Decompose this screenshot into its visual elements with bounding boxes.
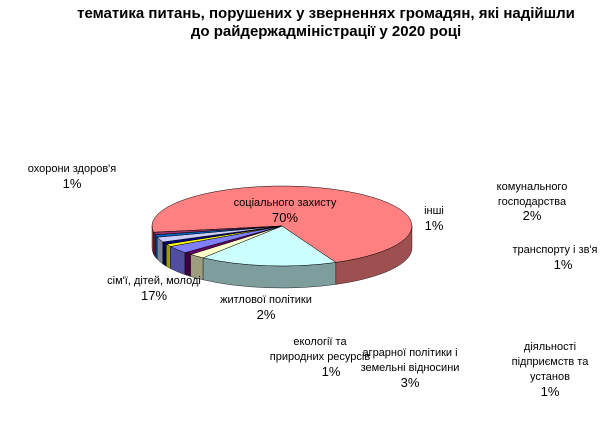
pie-slice-1 [202,225,337,267]
slice-percent-other: 1% [425,218,444,233]
pie-side-5 [166,243,171,269]
slice-percent-health: 1% [63,176,82,191]
slice-label-enterprises-1: діяльності [524,341,576,353]
slice-label-social: соціального захисту [234,197,337,209]
pie-slice-9 [153,225,283,236]
slice-label-communal-2: господарства [498,196,567,208]
slice-percent-agrarian: 3% [401,375,420,390]
slice-percent-ecology: 1% [322,364,341,379]
pie-side-6 [162,241,167,267]
pie-side-3 [184,252,191,277]
slice-label-other: інші [424,205,444,217]
pie-side-9 [153,232,156,258]
pie-slice-0 [151,185,413,263]
slice-label-ecology-2: природних ресурсів [270,351,371,363]
chart-title-line-2: до райдержадміністрації у 2020 році [191,23,461,40]
slice-percent-enterprises: 1% [541,384,560,399]
slice-percent-housing: 2% [257,307,276,322]
slice-label-transport: транспорту і зв'я [513,244,598,256]
slice-percent-transport: 1% [554,257,573,272]
pie-slices [151,185,413,289]
slice-percent-social: 70% [272,210,298,225]
slice-label-agrarian-2: земельні відносини [361,362,460,374]
slice-label-family: сім'ї, дітей, молоді [107,275,201,287]
pie-side-8 [154,234,158,260]
slice-label-housing: житлової політики [220,294,312,306]
slice-labels: соціального захисту 70% сім'ї, дітей, мо… [28,163,598,399]
slice-label-enterprises-3: установ [530,371,570,383]
slice-percent-communal: 2% [523,208,542,223]
slice-label-enterprises-2: підприємств та [512,356,590,368]
slice-label-health: охорони здоров'я [28,163,117,175]
slice-label-ecology-1: екології та [293,336,347,348]
chart-title-line-1: тематика питань, порушених у зверненнях … [77,5,575,22]
slice-label-agrarian-1: аграрної політики і [362,347,457,359]
slice-percent-family: 17% [141,288,167,303]
slice-label-communal-1: комунального [497,181,568,193]
